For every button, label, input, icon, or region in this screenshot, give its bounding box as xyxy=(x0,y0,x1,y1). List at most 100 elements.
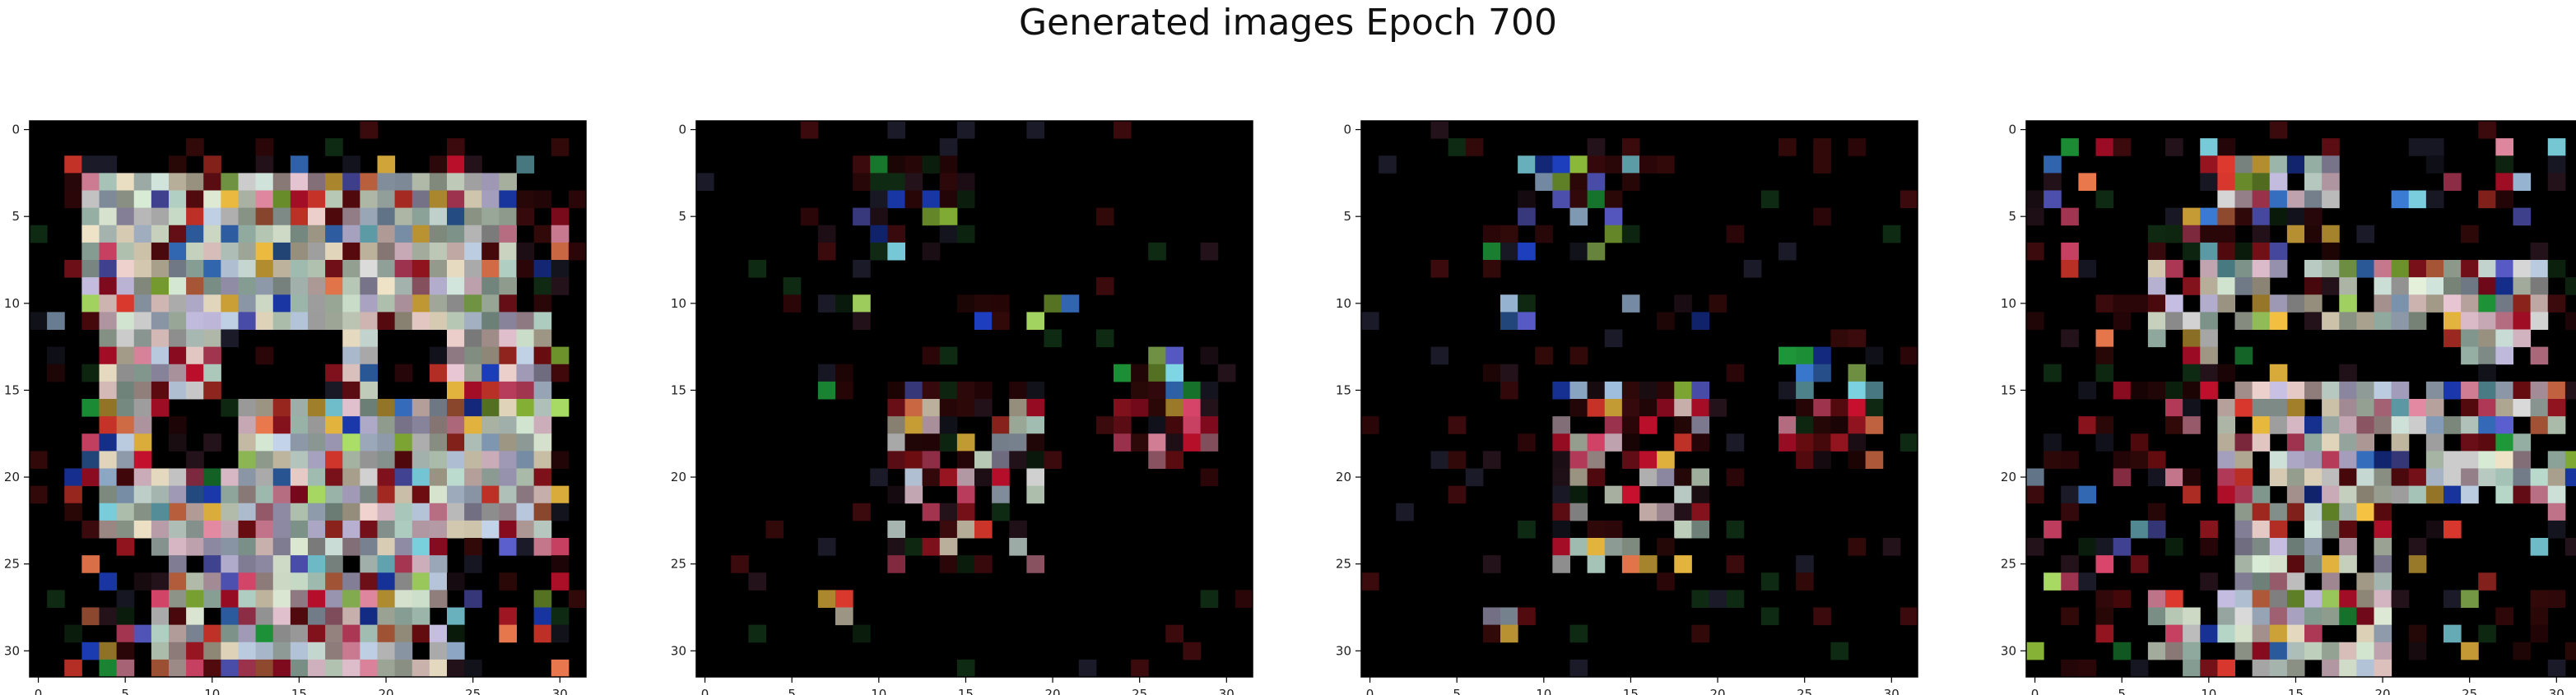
pixel xyxy=(1709,294,1727,313)
pixel xyxy=(221,225,239,243)
pixel xyxy=(974,451,993,469)
pixel xyxy=(447,399,465,417)
pixel xyxy=(116,503,135,521)
pixel xyxy=(2356,451,2374,469)
pixel xyxy=(377,399,396,417)
pixel xyxy=(2252,312,2271,330)
pixel xyxy=(203,260,221,278)
x-tick-label: 20 xyxy=(1045,687,1061,695)
pixel xyxy=(238,659,257,678)
pixel xyxy=(1361,312,1379,330)
pixel xyxy=(1621,381,1640,400)
pixel xyxy=(99,642,118,660)
pixel xyxy=(1830,399,1848,417)
pixel xyxy=(939,173,958,191)
pixel xyxy=(922,155,941,174)
pixel xyxy=(186,364,204,382)
pixel xyxy=(116,312,135,330)
pixel xyxy=(2183,381,2201,400)
pixel xyxy=(272,555,291,573)
pixel xyxy=(81,155,100,174)
pixel xyxy=(2564,451,2576,469)
pixel xyxy=(2425,260,2444,278)
pixel xyxy=(1552,381,1570,400)
pixel xyxy=(1779,138,1797,156)
pixel xyxy=(325,364,343,382)
pixel xyxy=(2408,190,2427,209)
pixel xyxy=(412,207,430,226)
pixel xyxy=(377,503,396,521)
pixel xyxy=(2322,451,2340,469)
pixel xyxy=(1587,468,1606,487)
pixel xyxy=(817,364,836,382)
pixel xyxy=(1430,260,1449,278)
pixel xyxy=(290,277,309,295)
pixel xyxy=(2078,659,2096,678)
pixel xyxy=(2165,399,2183,417)
pixel xyxy=(255,555,274,573)
pixel xyxy=(870,242,888,261)
pixel xyxy=(1604,416,1623,434)
pixel xyxy=(1552,520,1570,539)
pixel xyxy=(308,642,326,660)
pixel xyxy=(2461,642,2479,660)
pixel xyxy=(1552,173,1570,191)
pixel xyxy=(1813,451,1831,469)
pixel xyxy=(169,294,187,313)
pixel xyxy=(238,503,257,521)
pixel xyxy=(2461,381,2479,400)
pixel xyxy=(2061,138,2079,156)
pixel xyxy=(2547,399,2566,417)
pixel xyxy=(2374,520,2392,539)
pixel xyxy=(2147,381,2166,400)
pixel xyxy=(1813,207,1831,226)
pixel xyxy=(2547,590,2566,608)
pixel xyxy=(2304,642,2323,660)
pixel xyxy=(290,468,309,487)
pixel xyxy=(151,503,170,521)
pixel xyxy=(551,485,570,504)
pixel xyxy=(2322,155,2340,174)
pixel xyxy=(447,451,465,469)
pixel xyxy=(2183,225,2201,243)
pixel xyxy=(1535,225,1553,243)
pixel xyxy=(238,277,257,295)
pixel xyxy=(325,207,343,226)
pixel xyxy=(1657,451,1675,469)
x-tick-label: 20 xyxy=(1710,687,1726,695)
pixel xyxy=(2252,590,2271,608)
y-tick-label: 15 xyxy=(1336,382,1351,397)
pixel xyxy=(342,242,360,261)
pixel xyxy=(151,590,170,608)
pixel xyxy=(1200,346,1219,365)
pixel xyxy=(835,364,853,382)
pixel xyxy=(2286,190,2305,209)
pixel xyxy=(533,260,552,278)
pixel xyxy=(1779,242,1797,261)
pixel xyxy=(290,503,309,521)
pixel xyxy=(169,312,187,330)
pixel xyxy=(2113,312,2132,330)
pixel xyxy=(1796,364,1814,382)
pixel xyxy=(2061,329,2079,348)
pixel xyxy=(533,346,552,365)
pixel xyxy=(2547,155,2566,174)
pixel xyxy=(992,468,1010,487)
pixel xyxy=(99,607,118,626)
pixel xyxy=(481,433,500,452)
pixel xyxy=(377,277,396,295)
pixel xyxy=(151,312,170,330)
pixel xyxy=(221,468,239,487)
pixel xyxy=(1026,399,1044,417)
pixel xyxy=(2061,659,2079,678)
pixel xyxy=(2165,590,2183,608)
pixel xyxy=(377,624,396,643)
pixel xyxy=(2286,538,2305,556)
pixel xyxy=(2425,399,2444,417)
pixel xyxy=(1691,485,1709,504)
pixel xyxy=(2026,242,2044,261)
pixel xyxy=(765,520,784,539)
pixel xyxy=(394,607,413,626)
pixel xyxy=(2113,538,2132,556)
pixel xyxy=(447,381,465,400)
